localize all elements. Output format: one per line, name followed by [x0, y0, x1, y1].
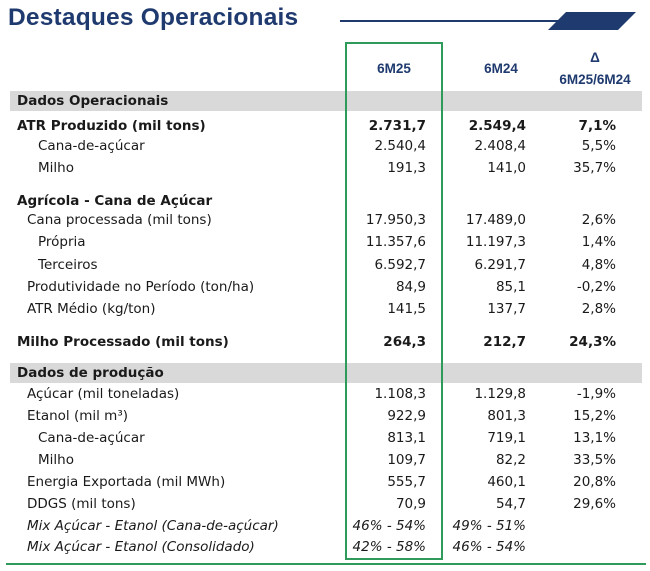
value-6m24: 2.549,4: [468, 118, 526, 134]
value-6m24: 85,1: [495, 279, 526, 295]
row-atr-cana: Cana-de-açúcar 2.540,4 2.408,4 5,5%: [10, 136, 642, 158]
value-delta: 5,5%: [581, 138, 616, 154]
value-delta: 20,8%: [573, 474, 616, 490]
column-header-6m25: 6M25: [377, 61, 411, 76]
value-delta: -0,2%: [576, 279, 616, 295]
column-header-delta: 6M25/6M24: [559, 72, 631, 87]
row-mix-consolidado: Mix Açúcar - Etanol (Consolidado) 42% - 5…: [10, 537, 642, 559]
row-label: Etanol (mil m³): [27, 408, 128, 424]
value-6m25: 2.540,4: [374, 138, 426, 154]
value-6m24: 212,7: [483, 334, 526, 350]
row-label: Terceiros: [38, 257, 98, 273]
value-6m25: 11.357,6: [365, 234, 426, 250]
value-delta: 33,5%: [573, 452, 616, 468]
section-dados-operacionais: Dados Operacionais: [10, 91, 642, 111]
section-dados-producao: Dados de produção: [10, 363, 642, 383]
value-6m25: 6.592,7: [374, 257, 426, 273]
value-6m25: 141,5: [387, 301, 426, 317]
row-label: Própria: [38, 234, 86, 250]
current-period-highlight: [345, 42, 443, 560]
value-6m25: 70,9: [395, 496, 426, 512]
value-delta: 35,7%: [573, 160, 616, 176]
row-ddgs: DDGS (mil tons) 70,9 54,7 29,6%: [10, 494, 642, 516]
value-delta: 15,2%: [573, 408, 616, 424]
value-6m25: 922,9: [387, 408, 426, 424]
value-6m24: 2.408,4: [474, 138, 526, 154]
value-6m24: 6.291,7: [474, 257, 526, 273]
value-6m24: 17.489,0: [465, 212, 526, 228]
value-6m24: 137,7: [487, 301, 526, 317]
value-6m25: 555,7: [387, 474, 426, 490]
row-label: Cana processada (mil tons): [27, 212, 212, 228]
value-delta: 24,3%: [569, 334, 616, 350]
value-6m25: 191,3: [387, 160, 426, 176]
value-6m24: 49% - 51%: [452, 518, 526, 534]
value-delta: 2,6%: [581, 212, 616, 228]
row-atr-milho: Milho 191,3 141,0 35,7%: [10, 158, 642, 180]
group-agricola: Agrícola - Cana de Açúcar: [10, 191, 642, 213]
value-delta: 1,4%: [581, 234, 616, 250]
row-label: ATR Médio (kg/ton): [27, 301, 156, 317]
value-6m25: 2.731,7: [368, 118, 426, 134]
row-label: Dados de produção: [17, 365, 164, 381]
value-6m24: 141,0: [487, 160, 526, 176]
value-6m25: 109,7: [387, 452, 426, 468]
row-label: Energia Exportada (mil MWh): [27, 474, 226, 490]
row-etanol-cana: Cana-de-açúcar 813,1 719,1 13,1%: [10, 428, 642, 450]
row-label: Produtividade no Período (ton/ha): [27, 279, 255, 295]
value-6m25: 17.950,3: [365, 212, 426, 228]
value-6m25: 813,1: [387, 430, 426, 446]
value-6m25: 264,3: [383, 334, 426, 350]
value-6m24: 54,7: [495, 496, 526, 512]
row-atr-produzido: ATR Produzido (mil tons) 2.731,7 2.549,4 7,…: [10, 116, 642, 138]
value-6m24: 801,3: [487, 408, 526, 424]
page-title: Destaques Operacionais: [8, 4, 299, 31]
title-flag-shape: [548, 12, 636, 30]
value-6m24: 460,1: [487, 474, 526, 490]
row-label: DDGS (mil tons): [27, 496, 136, 512]
row-produtividade: Produtividade no Período (ton/ha) 84,9 85,…: [10, 277, 642, 299]
value-delta: 4,8%: [581, 257, 616, 273]
value-6m25: 84,9: [395, 279, 426, 295]
row-cana-processada: Cana processada (mil tons) 17.950,3 17.489…: [10, 210, 642, 232]
row-label: Mix Açúcar - Etanol (Cana-de-açúcar): [27, 518, 279, 534]
row-label: Milho: [38, 452, 74, 468]
column-header-delta-symbol: Δ: [590, 50, 600, 65]
row-label: Agrícola - Cana de Açúcar: [17, 193, 213, 209]
row-label: Milho: [38, 160, 74, 176]
value-6m24: 1.129,8: [474, 386, 526, 402]
row-energia-exportada: Energia Exportada (mil MWh) 555,7 460,1 20,…: [10, 472, 642, 494]
row-label: Dados Operacionais: [17, 93, 169, 109]
row-milho-processado: Milho Processado (mil tons) 264,3 212,7 24,…: [10, 332, 642, 354]
value-delta: 7,1%: [578, 118, 616, 134]
value-6m24: 46% - 54%: [452, 539, 526, 555]
row-label: Mix Açúcar - Etanol (Consolidado): [27, 539, 255, 555]
row-etanol-milho: Milho 109,7 82,2 33,5%: [10, 450, 642, 472]
value-delta: 2,8%: [581, 301, 616, 317]
value-6m24: 11.197,3: [465, 234, 526, 250]
value-6m25: 1.108,3: [374, 386, 426, 402]
bottom-rule: [6, 563, 646, 565]
value-delta: 13,1%: [573, 430, 616, 446]
value-delta: -1,9%: [576, 386, 616, 402]
row-atr-medio: ATR Médio (kg/ton) 141,5 137,7 2,8%: [10, 299, 642, 321]
title-rule: [340, 20, 562, 22]
row-etanol: Etanol (mil m³) 922,9 801,3 15,2%: [10, 406, 642, 428]
row-cana-propria: Própria 11.357,6 11.197,3 1,4%: [10, 232, 642, 254]
value-6m24: 719,1: [487, 430, 526, 446]
row-cana-terceiros: Terceiros 6.592,7 6.291,7 4,8%: [10, 255, 642, 277]
row-label: ATR Produzido (mil tons): [17, 118, 206, 134]
row-label: Açúcar (mil toneladas): [27, 386, 180, 402]
value-6m24: 82,2: [495, 452, 526, 468]
row-label: Cana-de-açúcar: [38, 138, 145, 154]
value-6m25: 46% - 54%: [352, 518, 426, 534]
row-mix-cana: Mix Açúcar - Etanol (Cana-de-açúcar) 46% …: [10, 516, 642, 538]
value-6m25: 42% - 58%: [352, 539, 426, 555]
value-delta: 29,6%: [573, 496, 616, 512]
row-acucar: Açúcar (mil toneladas) 1.108,3 1.129,8 -1,9…: [10, 384, 642, 406]
column-header-6m24: 6M24: [484, 61, 518, 76]
row-label: Milho Processado (mil tons): [17, 334, 229, 350]
row-label: Cana-de-açúcar: [38, 430, 145, 446]
